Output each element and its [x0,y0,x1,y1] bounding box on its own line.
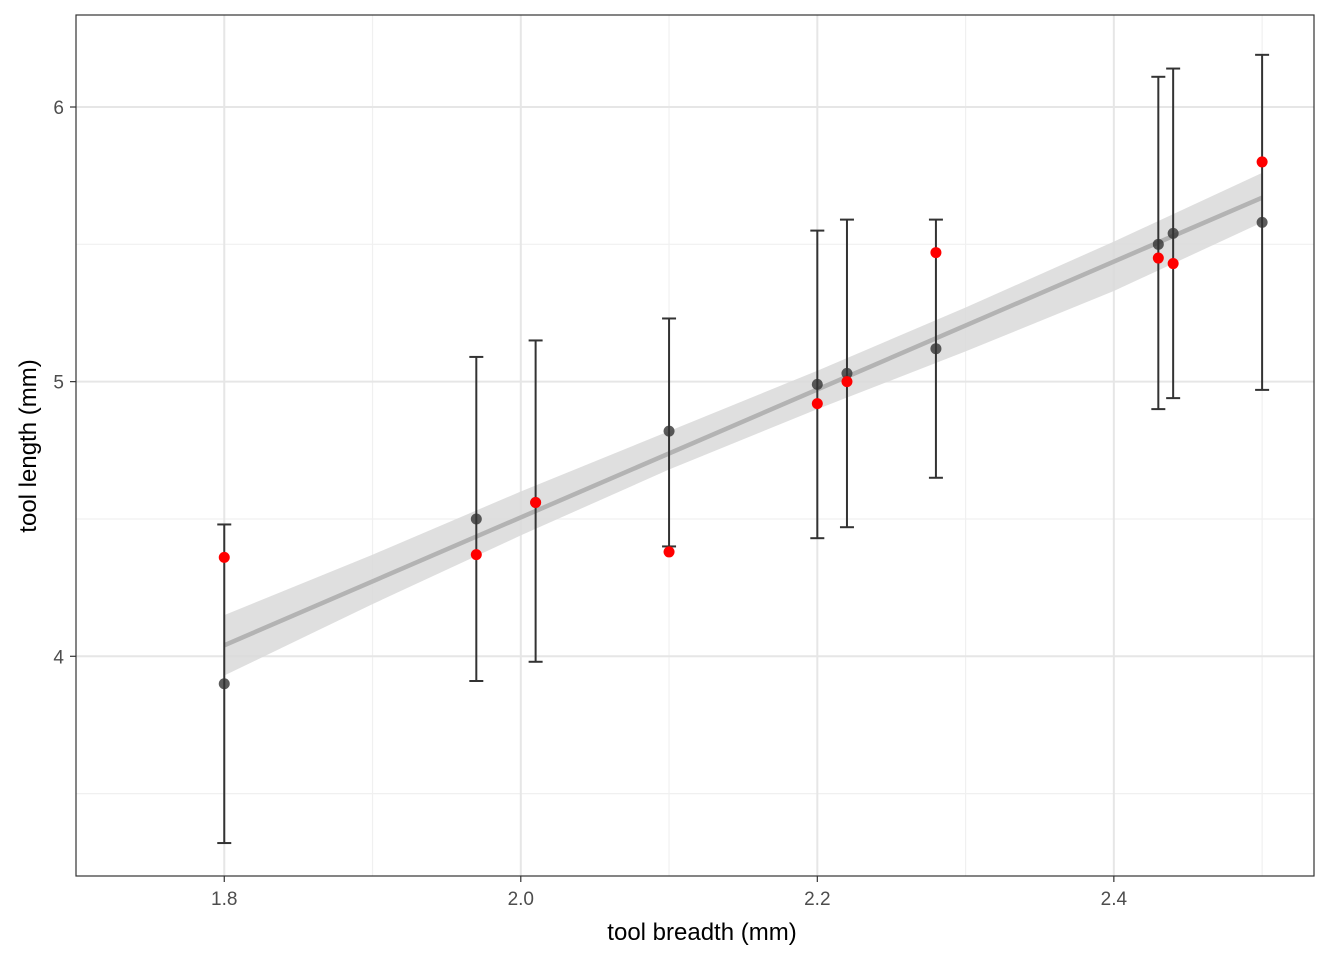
predicted-point [663,425,675,437]
plot-area [75,14,1315,877]
confidence-band [224,172,1263,676]
y-tick-label: 5 [53,373,64,394]
predicted-point [1167,227,1179,239]
observed-point [1152,252,1164,264]
predicted-point [841,367,853,379]
observed-point [218,551,230,563]
observed-point [530,496,542,508]
predicted-point [930,343,942,355]
y-tick-label: 6 [53,98,64,119]
panel-border [75,14,1315,877]
y-axis-title: tool length (mm) [15,359,42,532]
trend-line [223,195,1263,648]
observed-point [811,398,823,410]
observed-point [841,376,853,388]
x-axis-title: tool breadth (mm) [607,919,796,946]
y-tick-label: 4 [53,647,64,668]
predicted-point [470,513,482,525]
observed-point [470,549,482,561]
predicted-point [218,678,230,690]
x-tick-label: 2.2 [804,889,830,910]
observed-point [930,247,942,259]
x-tick-label: 1.8 [211,889,237,910]
predicted-point [1152,238,1164,250]
observed-point [1256,156,1268,168]
x-tick-label: 2.0 [508,889,534,910]
observed-point [1167,258,1179,270]
predicted-point [811,378,823,390]
x-tick-label: 2.4 [1101,889,1128,910]
observed-point [663,546,675,558]
axes: 1.8 2.0 2.2 2.4 4 5 6 [53,98,1127,910]
predicted-point [1256,216,1268,228]
